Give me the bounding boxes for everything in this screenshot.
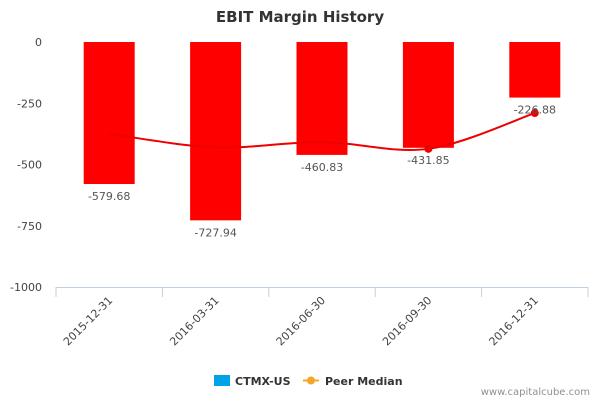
chart-title: EBIT Margin History [216, 8, 384, 26]
data-label: -431.85 [407, 154, 449, 167]
legend-item-peer-median[interactable]: Peer Median [303, 375, 403, 388]
y-tick-label: -500 [17, 159, 42, 172]
peer-median-point[interactable] [530, 109, 539, 118]
bar-2015-12-31[interactable] [83, 42, 135, 185]
x-tick-label: 2016-03-31 [167, 294, 221, 348]
y-tick-label: -750 [17, 220, 42, 233]
bar-series [83, 42, 561, 221]
x-tick-label: 2015-12-31 [61, 294, 115, 348]
data-label: -579.68 [88, 190, 130, 203]
y-tick-label: -1000 [10, 281, 42, 294]
legend-label-ctmx: CTMX-US [235, 375, 291, 388]
credit-text[interactable]: www.capitalcube.com [481, 387, 590, 398]
data-labels: -579.68 -727.94 -460.83 -431.85 -226.88 [88, 104, 556, 240]
peer-median-point[interactable] [424, 144, 433, 153]
x-axis: 2015-12-31 2016-03-31 2016-06-30 2016-09-30… [55, 287, 589, 348]
legend: CTMX-US Peer Median [214, 375, 403, 388]
legend-bar-swatch [214, 375, 230, 386]
legend-item-ctmx[interactable]: CTMX-US [214, 375, 291, 388]
y-tick-label: -250 [17, 97, 42, 110]
bar-2016-12-31[interactable] [509, 42, 561, 98]
bar-2016-03-31[interactable] [190, 42, 242, 221]
y-axis: 0 -250 -500 -750 -1000 [10, 36, 42, 294]
x-tick-label: 2016-12-31 [487, 294, 541, 348]
x-tick-label: 2016-09-30 [380, 294, 434, 348]
y-tick-label: 0 [35, 36, 42, 49]
data-label: -727.94 [194, 226, 236, 239]
data-label: -226.88 [514, 104, 556, 117]
peer-median-series [109, 109, 539, 153]
data-label: -460.83 [301, 161, 343, 174]
peer-median-line [109, 112, 536, 152]
bar-2016-06-30[interactable] [296, 42, 348, 155]
legend-label-peer-median: Peer Median [325, 375, 403, 388]
legend-dot-swatch [307, 376, 315, 385]
x-tick-label: 2016-06-30 [274, 294, 328, 348]
bar-2016-09-30[interactable] [402, 42, 454, 148]
